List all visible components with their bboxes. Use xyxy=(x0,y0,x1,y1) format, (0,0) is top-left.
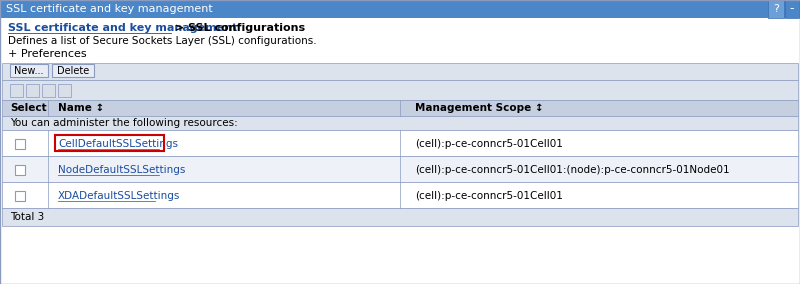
Text: SSL certificate and key management: SSL certificate and key management xyxy=(8,23,238,33)
Bar xyxy=(2,130,798,156)
Text: Defines a list of Secure Sockets Layer (SSL) configurations.: Defines a list of Secure Sockets Layer (… xyxy=(8,36,317,46)
Bar xyxy=(0,0,800,18)
Text: > SSL configurations: > SSL configurations xyxy=(170,23,305,33)
Bar xyxy=(15,191,25,201)
Text: Name ↕: Name ↕ xyxy=(58,103,104,113)
Text: (cell):p-ce-conncr5-01Cell01: (cell):p-ce-conncr5-01Cell01 xyxy=(415,191,563,201)
Bar xyxy=(2,80,798,100)
Text: You can administer the following resources:: You can administer the following resourc… xyxy=(10,118,238,128)
Text: Select: Select xyxy=(10,103,46,113)
Text: (cell):p-ce-conncr5-01Cell01: (cell):p-ce-conncr5-01Cell01 xyxy=(415,139,563,149)
Bar xyxy=(15,139,25,149)
Bar xyxy=(58,84,71,97)
Bar xyxy=(52,64,94,77)
Bar xyxy=(2,156,798,182)
Bar xyxy=(785,0,799,18)
Bar xyxy=(2,116,798,130)
Bar xyxy=(2,63,798,80)
Bar xyxy=(2,208,798,226)
Bar xyxy=(10,64,48,77)
Text: (cell):p-ce-conncr5-01Cell01:(node):p-ce-conncr5-01Node01: (cell):p-ce-conncr5-01Cell01:(node):p-ce… xyxy=(415,165,730,175)
Bar xyxy=(2,100,798,116)
Text: -: - xyxy=(790,3,794,16)
Bar xyxy=(10,84,23,97)
Text: CellDefaultSSLSettings: CellDefaultSSLSettings xyxy=(58,139,178,149)
Text: XDADefaultSSLSettings: XDADefaultSSLSettings xyxy=(58,191,180,201)
Text: ?: ? xyxy=(773,4,779,14)
Text: NodeDefaultSSLSettings: NodeDefaultSSLSettings xyxy=(58,165,186,175)
Text: Delete: Delete xyxy=(57,66,89,76)
Bar xyxy=(15,165,25,175)
Bar xyxy=(768,0,784,18)
Bar xyxy=(42,84,55,97)
Bar xyxy=(2,182,798,208)
Text: Management Scope ↕: Management Scope ↕ xyxy=(415,103,544,113)
Bar xyxy=(26,84,39,97)
Text: Total 3: Total 3 xyxy=(10,212,44,222)
Text: SSL certificate and key management: SSL certificate and key management xyxy=(6,4,213,14)
Bar xyxy=(55,135,164,151)
Text: New...: New... xyxy=(14,66,44,76)
Text: + Preferences: + Preferences xyxy=(8,49,86,59)
